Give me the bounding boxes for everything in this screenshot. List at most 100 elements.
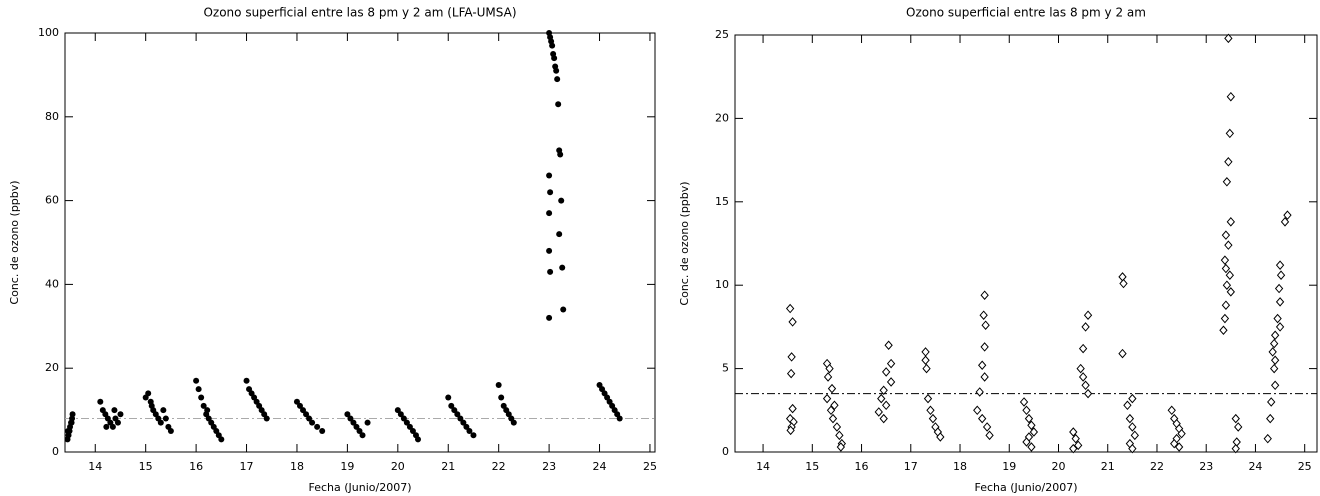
- y-tick-label: 20: [45, 361, 59, 374]
- point: [788, 403, 797, 414]
- plot-frame: [64, 32, 656, 453]
- point: [1071, 433, 1080, 444]
- point: [1231, 443, 1240, 454]
- point: [409, 428, 416, 435]
- point: [1130, 430, 1139, 441]
- point: [510, 419, 517, 426]
- point: [547, 189, 554, 196]
- chart-title: Ozono superficial entre las 8 pm y 2 am …: [203, 6, 516, 20]
- point: [356, 428, 363, 435]
- point: [547, 268, 554, 275]
- point: [114, 419, 121, 426]
- point: [1083, 388, 1093, 399]
- y-tick-label: 20: [715, 111, 729, 124]
- x-tick-label: 18: [953, 460, 967, 473]
- point: [454, 411, 461, 418]
- x-tick-label: 15: [139, 460, 153, 473]
- point: [879, 413, 888, 424]
- point: [1275, 260, 1285, 270]
- point: [1081, 322, 1090, 332]
- point: [451, 407, 458, 414]
- point: [830, 400, 839, 411]
- point: [823, 372, 833, 382]
- point: [353, 423, 360, 430]
- point: [1125, 413, 1135, 424]
- point: [1283, 210, 1292, 220]
- point: [1078, 343, 1088, 354]
- point: [1226, 217, 1235, 227]
- point: [975, 387, 984, 397]
- plot-frame: [734, 34, 1318, 453]
- point: [406, 423, 413, 430]
- point: [981, 320, 990, 330]
- x-tick-label: 21: [1101, 460, 1115, 473]
- chart-title: Ozono superficial entre las 8 pm y 2 am: [906, 6, 1146, 20]
- point: [1029, 427, 1039, 437]
- point: [926, 405, 935, 416]
- point: [1275, 297, 1285, 307]
- point: [1234, 422, 1243, 432]
- point: [397, 411, 404, 418]
- x-tick-label: 16: [855, 460, 869, 473]
- point: [1019, 397, 1029, 407]
- point: [1273, 313, 1282, 324]
- point: [263, 415, 270, 422]
- point: [879, 385, 888, 396]
- point: [560, 306, 567, 313]
- point: [554, 76, 561, 83]
- point: [457, 415, 464, 422]
- point: [296, 402, 303, 409]
- point: [470, 432, 477, 439]
- point: [555, 101, 562, 108]
- point: [787, 352, 796, 362]
- point: [394, 407, 401, 414]
- x-tick-label: 14: [88, 460, 102, 473]
- point: [980, 342, 989, 352]
- point: [460, 419, 467, 426]
- x-tick-label: 21: [441, 460, 455, 473]
- point: [1083, 310, 1093, 320]
- point: [559, 264, 566, 271]
- point: [886, 377, 896, 387]
- point: [1069, 427, 1078, 437]
- point: [1266, 413, 1275, 424]
- point: [148, 402, 155, 409]
- point: [414, 436, 421, 443]
- point: [546, 172, 553, 179]
- point: [448, 402, 455, 409]
- point: [985, 430, 994, 441]
- point: [314, 423, 321, 430]
- point: [1027, 442, 1036, 452]
- x-tick-label: 17: [240, 460, 254, 473]
- point: [980, 290, 989, 300]
- point: [111, 407, 118, 414]
- x-tick-label: 22: [492, 460, 506, 473]
- point: [1222, 280, 1232, 290]
- point: [556, 231, 563, 238]
- point: [1224, 33, 1233, 44]
- point: [1128, 422, 1137, 432]
- point: [193, 377, 200, 384]
- point: [347, 415, 354, 422]
- point: [979, 310, 988, 320]
- y-tick-label: 15: [715, 195, 729, 208]
- point: [1275, 322, 1285, 332]
- point: [1274, 283, 1284, 294]
- point: [874, 407, 883, 417]
- point: [973, 405, 982, 416]
- point: [982, 422, 992, 432]
- point: [928, 413, 938, 424]
- point: [65, 428, 72, 435]
- point: [466, 428, 473, 435]
- point: [1263, 433, 1272, 444]
- point: [403, 419, 410, 426]
- point: [109, 423, 116, 430]
- point: [1268, 347, 1277, 357]
- x-tick-label: 19: [340, 460, 354, 473]
- point: [549, 42, 556, 49]
- point: [922, 363, 931, 374]
- point: [218, 436, 225, 443]
- point: [980, 372, 989, 382]
- point: [359, 432, 366, 439]
- point: [498, 394, 505, 401]
